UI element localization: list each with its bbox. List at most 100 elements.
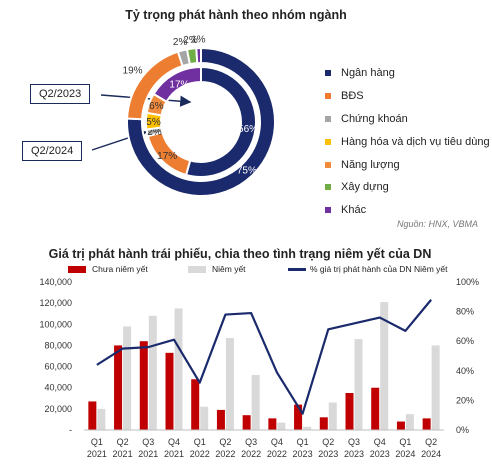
legend-swatch	[188, 265, 206, 273]
bar-chua-niem-yet	[345, 393, 354, 430]
bar-chua-niem-yet	[216, 409, 225, 430]
x-tick-year: 2022	[267, 449, 287, 459]
donut-slice-Q2-2023-6	[195, 46, 202, 65]
donut-slice-Q2-2024-6	[152, 65, 202, 104]
y-tick-label: 40,000	[44, 383, 72, 393]
legend-swatch	[288, 267, 306, 271]
bar-line-chart: - 20,000 40,000 60,000 80,000 100,000 120,000 1…	[39, 277, 479, 459]
bar-niem-yet	[354, 339, 363, 430]
callout-q2-2023: Q2/2023	[30, 84, 91, 104]
y-tick-label: 60,000	[44, 362, 72, 372]
bar-chua-niem-yet	[88, 401, 97, 430]
y2-tick-label: 40%	[456, 366, 474, 376]
x-tick-quarter: Q3	[142, 437, 154, 447]
bar-legend-item: % giá trị phát hành của DN Niêm yết	[288, 264, 447, 274]
legend-swatch	[68, 265, 86, 273]
x-tick-year: 2023	[318, 449, 338, 459]
donut-legend-item: Xây dựng	[325, 176, 490, 199]
donut-label-Q2-2023-6: 1%	[191, 35, 206, 46]
bar-legend-item: Chưa niêm yết	[68, 264, 148, 274]
x-tick-year: 2022	[215, 449, 235, 459]
bar-niem-yet	[97, 408, 106, 430]
legend-label: Năng lượng	[341, 158, 400, 171]
x-tick-quarter: Q1	[91, 437, 103, 447]
y2-tick-label: 0%	[456, 425, 469, 435]
bar-niem-yet	[174, 308, 183, 430]
donut-slice-Q2-2024-0	[184, 65, 257, 178]
x-tick-quarter: Q4	[271, 437, 283, 447]
legend-label: Ngân hàng	[341, 67, 395, 80]
legend-swatch	[325, 207, 331, 214]
bar-chart-title: Giá trị phát hành trái phiếu, chia theo …	[48, 247, 432, 261]
bar-chua-niem-yet	[242, 415, 251, 430]
legend-label: Xây dựng	[341, 181, 389, 194]
donut-label-Q2-2024-6: 17%	[169, 80, 189, 91]
x-tick-year: 2023	[293, 449, 313, 459]
donut-label-Q2-2024-0: 56%	[238, 124, 258, 135]
bar-niem-yet	[277, 422, 286, 430]
donut-label-Q2-2024-1: 17%	[157, 151, 177, 162]
x-tick-year: 2022	[190, 449, 210, 459]
x-tick-year: 2024	[395, 449, 415, 459]
donut-label-Q2-2023-5: 2%	[183, 35, 198, 46]
legend-swatch	[325, 161, 331, 168]
legend-label: Niêm yết	[212, 264, 246, 274]
legend-label: Hàng hóa và dịch vụ tiêu dùng	[341, 135, 490, 148]
y2-tick-label: 60%	[456, 336, 474, 346]
x-tick-quarter: Q3	[348, 437, 360, 447]
callout-q2-2024: Q2/2024	[22, 141, 83, 161]
x-tick-quarter: Q2	[425, 437, 437, 447]
legend-label: BĐS	[341, 90, 364, 103]
bar-legend-item: Niêm yết	[188, 264, 246, 274]
bar-niem-yet	[123, 326, 132, 430]
legend-swatch	[325, 138, 331, 145]
bar-niem-yet	[405, 414, 414, 430]
legend-label: Khác	[341, 204, 367, 217]
y-tick-label: -	[69, 425, 72, 435]
legend-swatch	[325, 93, 331, 100]
bar-chua-niem-yet	[319, 417, 328, 430]
donut-slice-Q2-2023-0	[126, 46, 276, 197]
bar-chua-niem-yet	[268, 418, 277, 430]
donut-label-Q2-2024-4: 6%	[149, 101, 164, 112]
y-tick-label: 140,000	[39, 277, 72, 287]
donut-label-Q2-2024-3: 5%	[146, 117, 161, 128]
donut-label-Q2-2024-2: 2%	[147, 127, 162, 138]
x-tick-year: 2021	[138, 449, 158, 459]
bar-niem-yet	[200, 406, 209, 430]
x-tick-year: 2021	[113, 449, 133, 459]
donut-label-Q2-2023-0: 75%	[237, 166, 257, 177]
donut-label-Q2-2023-2: 2%	[173, 37, 188, 48]
y-tick-label: 100,000	[39, 319, 72, 329]
bar-niem-yet	[251, 375, 260, 430]
donut-legend-item: Khác	[325, 199, 490, 222]
donut-label-Q2-2023-1: 19%	[123, 65, 143, 76]
x-tick-year: 2024	[421, 449, 441, 459]
y2-tick-label: 100%	[456, 277, 479, 287]
x-tick-quarter: Q1	[297, 437, 309, 447]
legend-swatch	[325, 70, 331, 77]
bar-chua-niem-yet	[114, 345, 123, 430]
legend-swatch	[325, 115, 331, 122]
y-tick-label: 20,000	[44, 404, 72, 414]
bar-niem-yet	[380, 302, 389, 430]
bar-niem-yet	[431, 345, 440, 430]
y-tick-label: 80,000	[44, 340, 72, 350]
donut-chart-title: Tỷ trọng phát hành theo nhóm ngành	[125, 8, 347, 22]
legend-swatch	[325, 184, 331, 191]
donut-legend-item: Chứng khoán	[325, 108, 490, 131]
x-tick-quarter: Q2	[219, 437, 231, 447]
x-tick-year: 2021	[164, 449, 184, 459]
legend-label: % giá trị phát hành của DN Niêm yết	[310, 264, 448, 274]
x-tick-quarter: Q3	[245, 437, 257, 447]
donut-legend-item: Năng lượng	[325, 153, 490, 176]
x-tick-year: 2021	[87, 449, 107, 459]
x-tick-quarter: Q1	[194, 437, 206, 447]
x-tick-quarter: Q2	[117, 437, 129, 447]
bar-niem-yet	[225, 338, 234, 430]
bar-chua-niem-yet	[396, 421, 405, 430]
bar-chua-niem-yet	[165, 352, 174, 430]
bar-niem-yet	[303, 426, 312, 430]
x-tick-year: 2022	[241, 449, 261, 459]
donut-legend-item: Hàng hóa và dịch vụ tiêu dùng	[325, 130, 490, 153]
